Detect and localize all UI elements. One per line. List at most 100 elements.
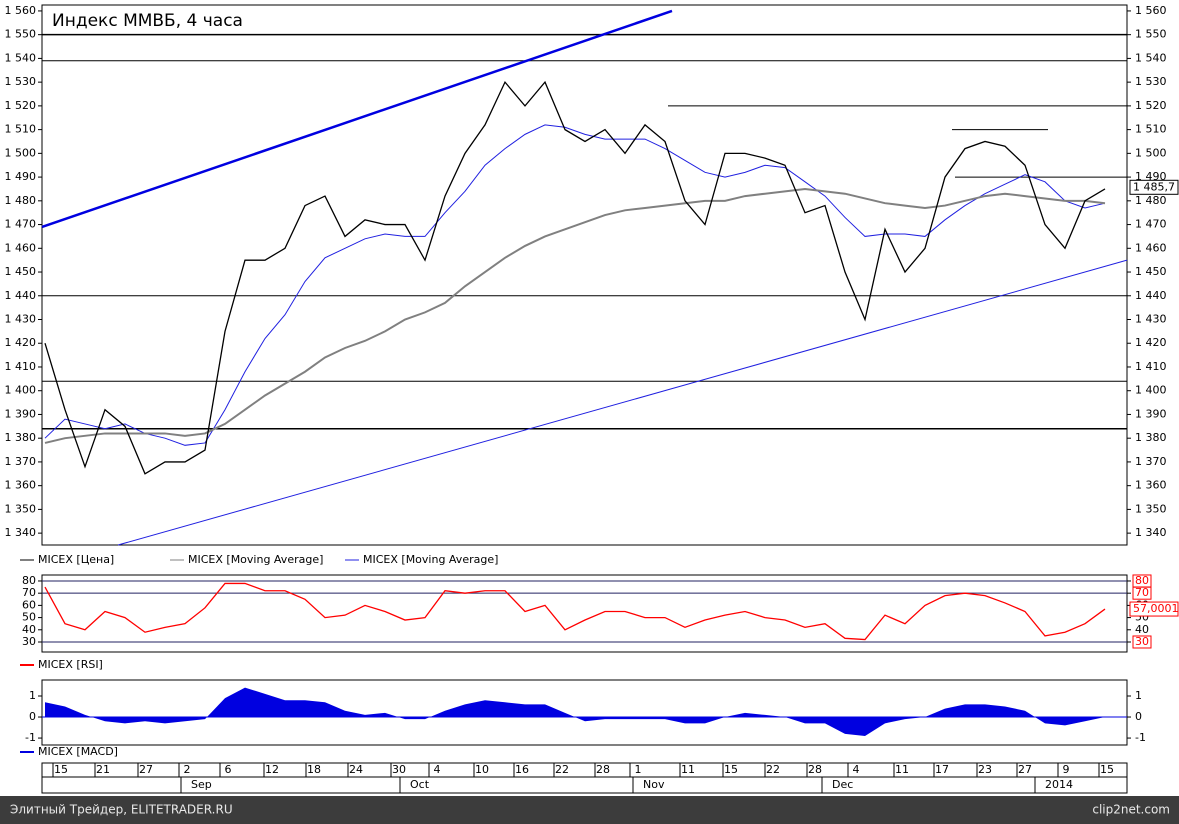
y-tick-label-right: 1 360 [1135, 479, 1167, 492]
y-tick-label: 1 460 [5, 241, 37, 254]
x-tick-label: 22 [555, 763, 569, 776]
chart-title: Индекс ММВБ, 4 часа [52, 11, 243, 31]
y-tick-label-right: 1 500 [1135, 146, 1167, 159]
y-tick-label: 1 470 [5, 218, 37, 231]
level-box [1132, 586, 1152, 600]
footer-bar [0, 796, 1179, 824]
month-label: Oct [410, 778, 430, 791]
line [44, 582, 1106, 641]
y-tick-label-right: 1 390 [1135, 407, 1167, 420]
y-tick-label-right: 1 520 [1135, 99, 1167, 112]
y-tick-label: 1 540 [5, 51, 37, 64]
legend-label: MICEX [Moving Average] [188, 553, 323, 566]
y-tick-label-right: 1 560 [1135, 4, 1167, 17]
y-tick-label: 1 490 [5, 170, 37, 183]
y-tick-label: 1 550 [5, 28, 37, 41]
x-tick-label: 28 [596, 763, 610, 776]
x-tick-label: 24 [349, 763, 363, 776]
x-tick-label: 27 [1018, 763, 1032, 776]
footer-left: Элитный Трейдер, ELITETRADER.RU [10, 803, 233, 817]
y-tick-label: 1 [29, 689, 36, 702]
y-tick-label-right: -1 [1135, 731, 1146, 744]
x-tick-label: 17 [935, 763, 949, 776]
month-label: Sep [191, 778, 212, 791]
y-tick-label: 1 510 [5, 123, 37, 136]
legend-label: MICEX [Moving Average] [363, 553, 498, 566]
y-tick-label-right: 1 510 [1135, 123, 1167, 136]
y-tick-label: 1 400 [5, 384, 37, 397]
y-tick-label: 1 420 [5, 336, 37, 349]
y-tick-label: 70 [22, 586, 36, 599]
y-tick-label-right: 1 540 [1135, 51, 1167, 64]
y-tick-label-right: 1 450 [1135, 265, 1167, 278]
level-label: 70 [1135, 586, 1149, 599]
y-tick-label-right: 1 400 [1135, 384, 1167, 397]
y-tick-label: 1 350 [5, 502, 37, 515]
y-tick-label: 1 370 [5, 455, 37, 468]
x-tick-label: 22 [766, 763, 780, 776]
y-tick-label: 1 520 [5, 99, 37, 112]
x-tick-label: 16 [515, 763, 529, 776]
y-tick-label: 1 360 [5, 479, 37, 492]
x-tick-label: 1 [635, 763, 642, 776]
last-value-box [1129, 179, 1179, 195]
x-tick-label: 18 [307, 763, 321, 776]
y-tick-label: 80 [22, 574, 36, 587]
x-tick-label: 28 [808, 763, 822, 776]
y-tick-label-right: 1 350 [1135, 502, 1167, 515]
y-tick-label: -1 [25, 731, 36, 744]
y-tick-label-right: 1 370 [1135, 455, 1167, 468]
line [44, 187, 1106, 444]
month-label: Nov [643, 778, 665, 791]
y-tick-label-right: 1 470 [1135, 218, 1167, 231]
x-tick-label: 12 [265, 763, 279, 776]
y-tick-label: 50 [22, 611, 36, 624]
y-tick-label-right: 1 550 [1135, 28, 1167, 41]
y-tick-label-right: 0 [1135, 710, 1142, 723]
x-tick-label: 21 [96, 763, 110, 776]
y-tick-label-right: 1 420 [1135, 336, 1167, 349]
y-tick-label-right: 1 410 [1135, 360, 1167, 373]
trend-line [41, 9, 673, 229]
x-tick-label: 27 [139, 763, 153, 776]
y-tick-label: 40 [22, 623, 36, 636]
level-label: 80 [1135, 574, 1149, 587]
area [45, 687, 1105, 736]
y-tick-label: 1 340 [5, 526, 37, 539]
x-tick-label: 9 [1063, 763, 1070, 776]
level-label: 30 [1135, 635, 1149, 648]
month-label: Dec [832, 778, 853, 791]
y-tick-label-right: 1 460 [1135, 241, 1167, 254]
y-tick-label: 1 480 [5, 194, 37, 207]
y-tick-label: 0 [29, 710, 36, 723]
x-tick-label: 15 [1100, 763, 1114, 776]
y-tick-label: 1 410 [5, 360, 37, 373]
x-tick-label: 4 [853, 763, 860, 776]
x-tick-label: 11 [681, 763, 695, 776]
line [44, 80, 1106, 475]
y-tick-label: 1 530 [5, 75, 37, 88]
x-tick-label: 15 [54, 763, 68, 776]
y-tick-label-right: 1 340 [1135, 526, 1167, 539]
y-tick-label-right: 1 380 [1135, 431, 1167, 444]
y-tick-label-right: 1 530 [1135, 75, 1167, 88]
last-value-label: 1 485,7 [1133, 180, 1175, 193]
line [44, 124, 1106, 446]
panel [41, 574, 1128, 653]
panel [41, 4, 1128, 546]
x-tick-label: 23 [978, 763, 992, 776]
trend-line [117, 259, 1128, 546]
x-tick-label: 11 [895, 763, 909, 776]
y-tick-label-right: 1 [1135, 689, 1142, 702]
legend-label: MICEX [Цена] [38, 553, 114, 566]
y-tick-label: 1 390 [5, 407, 37, 420]
x-tick-label: 4 [434, 763, 441, 776]
y-tick-label: 1 560 [5, 4, 37, 17]
last-value-box [1129, 601, 1179, 617]
legend-label: MICEX [MACD] [38, 745, 118, 758]
y-tick-label: 1 440 [5, 289, 37, 302]
legend-label: MICEX [RSI] [38, 658, 103, 671]
x-tick-label: 10 [475, 763, 489, 776]
footer-right: clip2net.com [1092, 803, 1170, 817]
